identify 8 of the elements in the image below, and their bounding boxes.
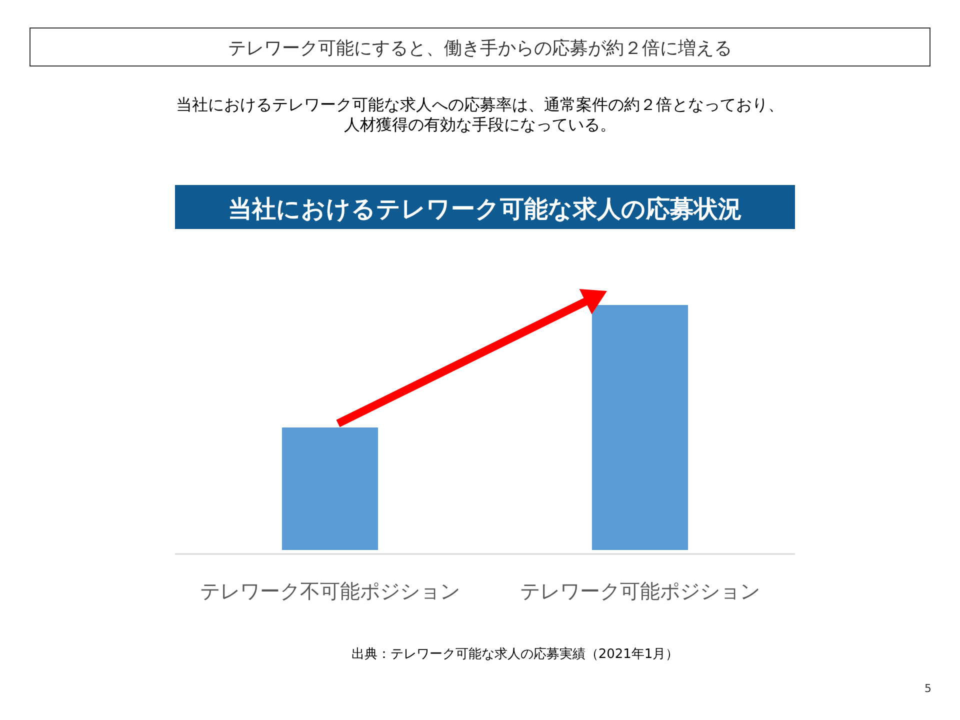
x-tick-label: テレワーク可能ポジション [520,579,760,603]
text: 当社におけるテレワーク可能な求人への応募率は、通常案件の約２倍となっており、 [176,95,784,114]
chart-title: 当社におけるテレワーク可能な求人の応募状況 [228,195,742,223]
text: テレワーク可能にすると、働き手からの応募が約２倍に増える [228,38,732,59]
x-tick-label: テレワーク不可能ポジション [200,579,460,603]
text: 5 [924,682,932,695]
text: 人材獲得の有効な手段になっている。 [344,115,616,134]
source-note: 出典：テレワーク可能な求人の応募実績（2021年1月） [351,646,679,662]
